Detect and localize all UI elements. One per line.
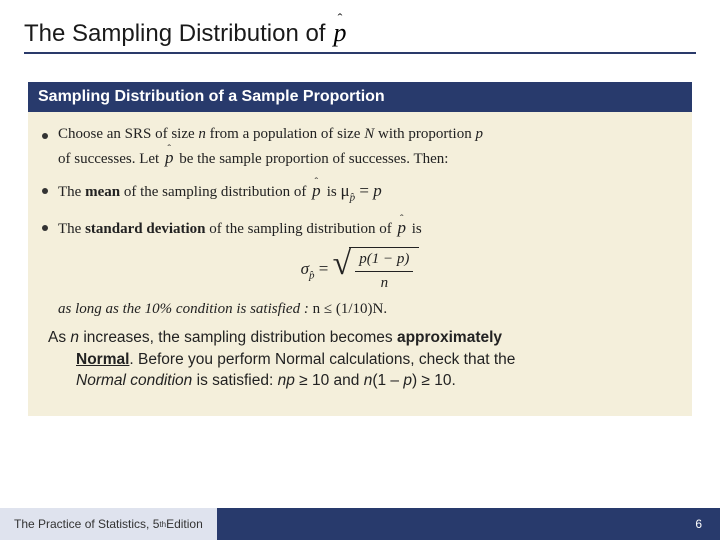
title-text: The Sampling Distribution of bbox=[24, 20, 325, 48]
mean-equation: μp̂ = p bbox=[341, 181, 382, 200]
title-phat-symbol: ˆp bbox=[331, 18, 348, 48]
bullet-sd: The standard deviation of the sampling d… bbox=[42, 216, 678, 241]
normal-condition-summary: As n increases, the sampling distributio… bbox=[42, 321, 678, 402]
bullet-mean: The mean of the sampling distribution of… bbox=[42, 179, 678, 206]
formula-denominator: n bbox=[381, 272, 389, 295]
formula-numerator: p(1 − p) bbox=[355, 249, 413, 273]
bullet-sd-text: The standard deviation of the sampling d… bbox=[58, 216, 678, 241]
card-body: Choose an SRS of size n from a populatio… bbox=[28, 112, 692, 416]
bullet-icon bbox=[42, 133, 48, 139]
bullet-srs: Choose an SRS of size n from a populatio… bbox=[42, 124, 678, 171]
page-number: 6 bbox=[695, 517, 702, 531]
ten-percent-condition: as long as the 10% condition is satisfie… bbox=[42, 299, 678, 321]
sd-formula: σp̂ = √ p(1 − p) n bbox=[42, 247, 678, 296]
footer-book-title: The Practice of Statistics, 5th Edition bbox=[0, 508, 217, 540]
bullet-icon bbox=[42, 188, 48, 194]
bullet-mean-text: The mean of the sampling distribution of… bbox=[58, 179, 678, 206]
slide-title: The Sampling Distribution of ˆp bbox=[24, 18, 696, 54]
card-header: Sampling Distribution of a Sample Propor… bbox=[28, 82, 692, 112]
slide-footer: The Practice of Statistics, 5th Edition … bbox=[0, 508, 720, 540]
bullet-icon bbox=[42, 225, 48, 231]
content-card: Sampling Distribution of a Sample Propor… bbox=[28, 82, 692, 416]
bullet-srs-text: Choose an SRS of size n from a populatio… bbox=[58, 124, 678, 171]
